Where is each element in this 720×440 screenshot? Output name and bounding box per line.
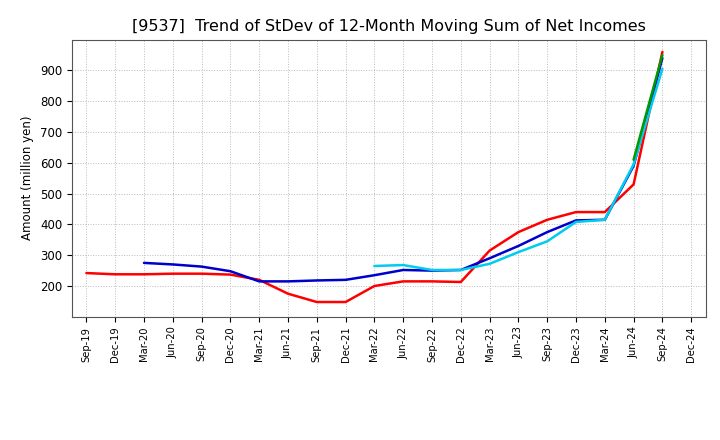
7 Years <box>456 268 465 273</box>
7 Years <box>514 249 523 255</box>
10 Years <box>629 157 638 162</box>
7 Years <box>370 263 379 268</box>
5 Years <box>658 55 667 61</box>
Line: 10 Years: 10 Years <box>634 55 662 160</box>
5 Years <box>572 218 580 223</box>
5 Years <box>543 230 552 235</box>
3 Years <box>370 283 379 289</box>
3 Years <box>111 271 120 277</box>
7 Years <box>428 268 436 273</box>
3 Years <box>543 217 552 222</box>
3 Years <box>658 49 667 55</box>
3 Years <box>399 279 408 284</box>
3 Years <box>456 279 465 285</box>
3 Years <box>197 271 206 276</box>
Line: 3 Years: 3 Years <box>86 52 662 302</box>
7 Years <box>543 238 552 244</box>
3 Years <box>341 299 350 304</box>
3 Years <box>572 209 580 215</box>
7 Years <box>658 66 667 71</box>
5 Years <box>456 268 465 273</box>
5 Years <box>140 260 148 265</box>
5 Years <box>255 279 264 284</box>
5 Years <box>485 256 494 261</box>
7 Years <box>629 161 638 167</box>
3 Years <box>226 272 235 277</box>
5 Years <box>197 264 206 269</box>
3 Years <box>82 271 91 276</box>
5 Years <box>370 272 379 278</box>
5 Years <box>168 262 177 267</box>
7 Years <box>399 262 408 268</box>
3 Years <box>168 271 177 276</box>
Y-axis label: Amount (million yen): Amount (million yen) <box>22 116 35 240</box>
3 Years <box>428 279 436 284</box>
5 Years <box>312 278 321 283</box>
5 Years <box>428 268 436 273</box>
3 Years <box>284 291 292 297</box>
3 Years <box>629 182 638 187</box>
Line: 5 Years: 5 Years <box>144 58 662 282</box>
5 Years <box>600 217 609 222</box>
7 Years <box>485 261 494 267</box>
3 Years <box>600 209 609 215</box>
3 Years <box>255 277 264 282</box>
3 Years <box>140 271 148 277</box>
5 Years <box>284 279 292 284</box>
5 Years <box>514 243 523 249</box>
5 Years <box>226 268 235 274</box>
3 Years <box>485 248 494 253</box>
Line: 7 Years: 7 Years <box>374 69 662 270</box>
5 Years <box>399 268 408 273</box>
10 Years <box>658 52 667 58</box>
Title: [9537]  Trend of StDev of 12-Month Moving Sum of Net Incomes: [9537] Trend of StDev of 12-Month Moving… <box>132 19 646 34</box>
5 Years <box>629 163 638 169</box>
3 Years <box>514 230 523 235</box>
3 Years <box>312 299 321 304</box>
7 Years <box>572 219 580 224</box>
7 Years <box>600 217 609 222</box>
5 Years <box>341 277 350 282</box>
